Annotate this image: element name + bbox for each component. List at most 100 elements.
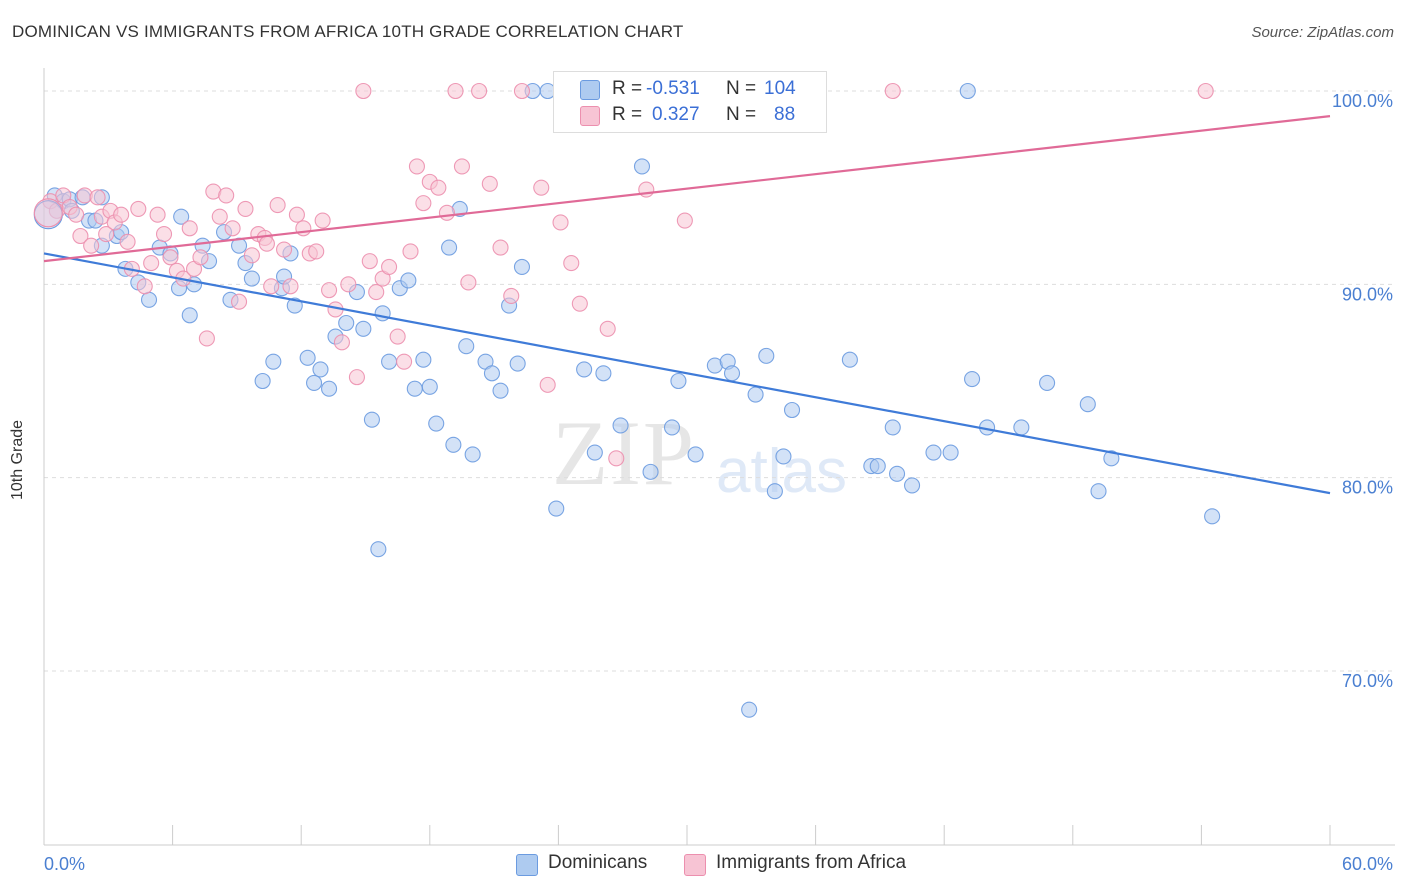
y-tick-label: 90.0% [1342,284,1393,304]
point-dominicans [306,374,323,391]
point-africa [402,243,419,260]
point-africa [368,284,385,301]
legend-swatch-africa [684,854,706,876]
point-africa [230,293,248,310]
trend-line-africa [43,115,1331,263]
point-dominicans [1204,508,1221,525]
point-dominicans [406,380,423,397]
point-africa [192,249,209,266]
point-dominicans [173,208,190,225]
point-africa [361,253,378,270]
point-dominicans [428,415,445,432]
point-dominicans [458,338,475,355]
point-africa [321,282,338,299]
point-africa [155,226,173,243]
point-africa [89,189,106,206]
correlation-legend: R = -0.531 N = 104 R = 0.327 N = 88 [553,71,827,133]
point-dominicans [758,347,775,364]
point-africa [269,197,286,214]
point-africa [263,278,280,295]
point-africa [149,206,166,223]
point-africa [243,247,260,264]
point-africa [333,334,350,351]
point-dominicans [595,365,612,382]
point-africa [130,200,147,217]
source-credit: Source: ZipAtlas.com [1251,24,1394,41]
point-dominicans [1039,374,1056,391]
point-dominicans [243,270,260,287]
trend-lines [43,115,1331,495]
point-africa [571,295,588,312]
point-africa [608,450,625,467]
point-dominicans [612,417,629,434]
point-dominicans [1103,450,1120,467]
point-dominicans [586,444,603,461]
point-africa [438,204,455,221]
point-dominicans [1079,396,1096,413]
point-africa [381,258,398,275]
point-dominicans [509,355,526,372]
point-dominicans [884,419,901,436]
point-dominicans [421,378,438,395]
point-dominicans [363,411,380,428]
x-tick-label: 60.0% [1342,854,1393,874]
legend-n-value-dominicans: 104 [764,78,796,99]
series-legend: Dominicans Immigrants from Africa [0,852,1406,878]
point-africa [1197,82,1214,100]
point-africa [258,235,275,252]
legend-r-label: R = [612,104,643,125]
point-dominicans [642,463,659,480]
point-africa [471,82,488,100]
point-africa [415,195,432,212]
point-africa [348,369,365,386]
point-africa [143,255,160,272]
point-dominicans [381,353,398,370]
point-africa [533,179,550,196]
point-africa [83,237,100,254]
point-dominicans [633,158,651,175]
x-tick-label: 0.0% [44,854,85,874]
point-africa [282,278,299,295]
point-africa [119,233,136,250]
point-africa [513,82,531,100]
legend-r-value-dominicans: -0.531 [646,78,700,99]
point-dominicans [576,361,593,378]
point-africa [355,82,372,100]
point-africa [136,278,153,295]
point-africa [162,249,179,266]
point-dominicans [1090,483,1107,500]
trend-line-dominicans [43,252,1331,495]
point-africa [340,276,357,293]
point-dominicans [548,500,565,517]
legend-n-label: N = [726,104,757,125]
point-africa [408,158,425,175]
point-africa [314,212,331,229]
point-africa [98,226,115,243]
point-africa [389,328,406,345]
point-africa [181,220,198,237]
chart-title: DOMINICAN VS IMMIGRANTS FROM AFRICA 10TH… [12,22,684,41]
point-africa [308,243,325,260]
point-dominicans [181,307,198,324]
point-africa [211,208,228,225]
point-dominicans [400,272,417,289]
point-africa [552,214,569,231]
point-dominicans [370,541,387,558]
legend-n-value-africa: 88 [774,104,796,125]
point-dominicans [415,351,432,368]
point-africa [198,330,215,347]
point-africa [453,158,471,175]
point-africa [884,82,901,100]
legend-n-label: N = [726,78,757,99]
point-dominicans [483,365,501,382]
point-africa [676,212,693,229]
point-dominicans [942,444,959,461]
point-dominicans [492,382,509,399]
point-dominicans [338,314,355,332]
point-dominicans [775,448,792,465]
point-dominicans [888,465,906,482]
y-tick-label: 80.0% [1342,478,1393,498]
y-tick-label: 70.0% [1342,671,1393,691]
point-africa [503,287,520,304]
point-dominicans [321,380,338,397]
